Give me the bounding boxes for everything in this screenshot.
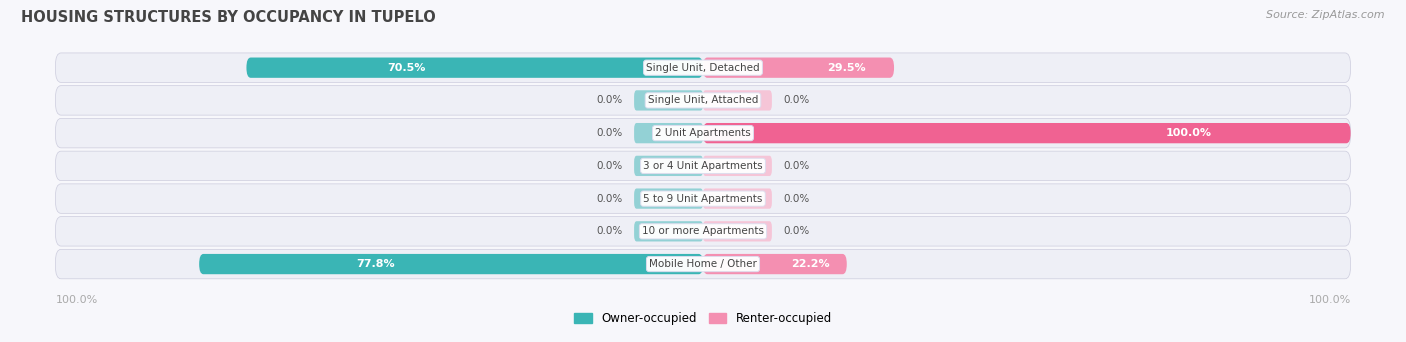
FancyBboxPatch shape <box>55 151 1351 181</box>
Text: Single Unit, Detached: Single Unit, Detached <box>647 63 759 73</box>
FancyBboxPatch shape <box>634 156 703 176</box>
Text: 0.0%: 0.0% <box>783 161 810 171</box>
FancyBboxPatch shape <box>55 53 1351 82</box>
FancyBboxPatch shape <box>703 57 894 78</box>
Text: 77.8%: 77.8% <box>356 259 395 269</box>
Text: 0.0%: 0.0% <box>596 226 623 236</box>
FancyBboxPatch shape <box>703 221 772 241</box>
Text: 5 to 9 Unit Apartments: 5 to 9 Unit Apartments <box>644 194 762 203</box>
Text: 0.0%: 0.0% <box>596 128 623 138</box>
Text: 0.0%: 0.0% <box>596 161 623 171</box>
FancyBboxPatch shape <box>55 118 1351 148</box>
FancyBboxPatch shape <box>55 216 1351 246</box>
FancyBboxPatch shape <box>55 249 1351 279</box>
Text: Single Unit, Attached: Single Unit, Attached <box>648 95 758 105</box>
Text: 29.5%: 29.5% <box>827 63 866 73</box>
FancyBboxPatch shape <box>200 254 703 274</box>
Text: 3 or 4 Unit Apartments: 3 or 4 Unit Apartments <box>643 161 763 171</box>
Text: 100.0%: 100.0% <box>1309 295 1351 305</box>
FancyBboxPatch shape <box>703 188 772 209</box>
FancyBboxPatch shape <box>634 188 703 209</box>
Text: 100.0%: 100.0% <box>55 295 97 305</box>
Text: HOUSING STRUCTURES BY OCCUPANCY IN TUPELO: HOUSING STRUCTURES BY OCCUPANCY IN TUPEL… <box>21 10 436 25</box>
Text: 2 Unit Apartments: 2 Unit Apartments <box>655 128 751 138</box>
FancyBboxPatch shape <box>55 86 1351 115</box>
FancyBboxPatch shape <box>634 90 703 110</box>
FancyBboxPatch shape <box>634 123 703 143</box>
FancyBboxPatch shape <box>703 156 772 176</box>
Legend: Owner-occupied, Renter-occupied: Owner-occupied, Renter-occupied <box>574 312 832 325</box>
FancyBboxPatch shape <box>634 221 703 241</box>
Text: 0.0%: 0.0% <box>783 194 810 203</box>
Text: 0.0%: 0.0% <box>596 95 623 105</box>
Text: Source: ZipAtlas.com: Source: ZipAtlas.com <box>1267 10 1385 20</box>
FancyBboxPatch shape <box>703 254 846 274</box>
Text: 0.0%: 0.0% <box>783 95 810 105</box>
Text: 0.0%: 0.0% <box>596 194 623 203</box>
Text: 70.5%: 70.5% <box>387 63 426 73</box>
FancyBboxPatch shape <box>703 90 772 110</box>
Text: 22.2%: 22.2% <box>792 259 830 269</box>
Text: 0.0%: 0.0% <box>783 226 810 236</box>
FancyBboxPatch shape <box>246 57 703 78</box>
Text: 10 or more Apartments: 10 or more Apartments <box>643 226 763 236</box>
FancyBboxPatch shape <box>55 184 1351 213</box>
Text: 100.0%: 100.0% <box>1166 128 1212 138</box>
FancyBboxPatch shape <box>703 123 1351 143</box>
Text: Mobile Home / Other: Mobile Home / Other <box>650 259 756 269</box>
